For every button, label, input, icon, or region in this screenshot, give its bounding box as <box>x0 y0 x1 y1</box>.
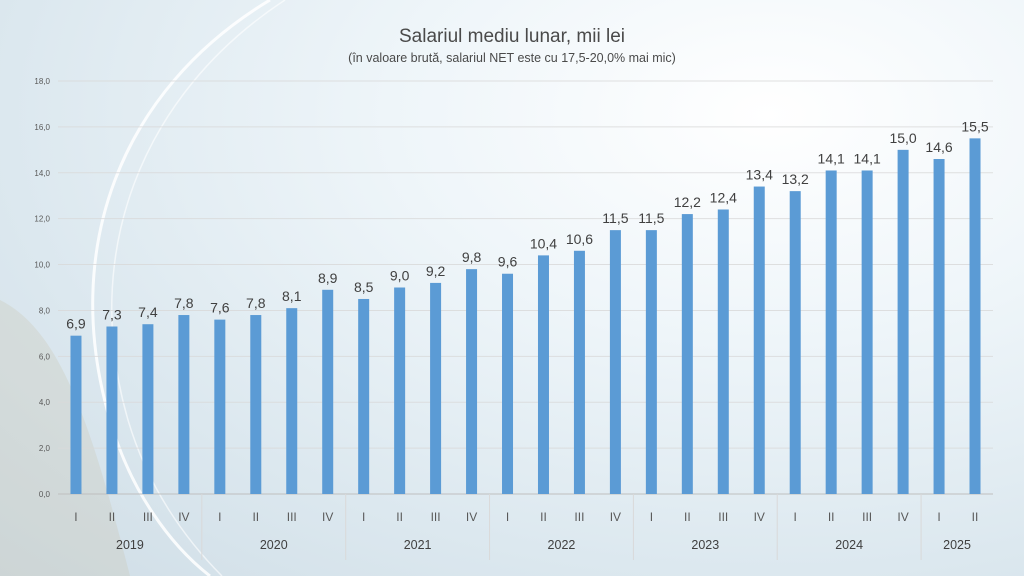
data-label: 9,0 <box>390 268 410 284</box>
data-label: 8,5 <box>354 279 374 295</box>
bar <box>250 315 262 494</box>
year-label: 2019 <box>116 538 144 552</box>
data-label: 7,4 <box>138 304 158 320</box>
bar <box>537 255 549 494</box>
bar <box>394 287 406 494</box>
bar <box>897 149 909 495</box>
x-tick-label: II <box>109 510 116 524</box>
data-label: 9,6 <box>498 254 518 270</box>
x-tick-label: I <box>794 510 797 524</box>
data-label: 14,1 <box>854 150 881 166</box>
x-tick-label: IV <box>322 510 333 524</box>
bar <box>645 230 657 494</box>
bar <box>106 326 118 494</box>
data-label: 11,5 <box>602 210 628 226</box>
year-label: 2023 <box>691 538 719 552</box>
y-tick-label: 16,0 <box>34 123 50 132</box>
y-tick-label: 4,0 <box>39 398 51 407</box>
x-tick-label: III <box>574 510 584 524</box>
y-tick-label: 12,0 <box>34 215 50 224</box>
x-tick-label: I <box>218 510 221 524</box>
x-tick-label: II <box>684 510 691 524</box>
x-tick-label: II <box>396 510 403 524</box>
chart-subtitle: (în valoare brută, salariul NET este cu … <box>348 51 676 65</box>
x-tick-label: II <box>972 510 979 524</box>
data-label: 8,9 <box>318 270 338 286</box>
x-tick-label: IV <box>178 510 189 524</box>
x-tick-label: IV <box>466 510 477 524</box>
data-label: 7,3 <box>102 307 122 323</box>
bar <box>502 273 514 494</box>
x-tick-label: III <box>718 510 728 524</box>
bar <box>717 209 729 494</box>
y-tick-label: 6,0 <box>39 352 51 361</box>
bar <box>609 230 621 494</box>
data-label: 13,2 <box>782 171 809 187</box>
data-label: 7,8 <box>246 295 266 311</box>
data-label: 10,6 <box>566 231 593 247</box>
data-label: 7,6 <box>210 300 230 316</box>
data-label: 8,1 <box>282 288 302 304</box>
data-label: 12,2 <box>674 194 701 210</box>
data-label: 7,8 <box>174 295 194 311</box>
bar <box>933 159 945 494</box>
year-label: 2021 <box>404 538 432 552</box>
bar <box>178 315 190 494</box>
data-label: 14,6 <box>925 139 952 155</box>
x-tick-label: III <box>862 510 872 524</box>
x-tick-label: II <box>540 510 547 524</box>
chart-title: Salariul mediu lunar, mii lei <box>399 26 625 47</box>
data-label: 14,1 <box>818 150 845 166</box>
x-tick-label: IV <box>754 510 765 524</box>
year-label: 2025 <box>943 538 971 552</box>
bar <box>322 289 334 494</box>
data-label: 15,0 <box>889 130 916 146</box>
data-label: 12,4 <box>710 189 737 205</box>
year-label: 2024 <box>835 538 863 552</box>
x-tick-label: III <box>431 510 441 524</box>
bar <box>789 191 801 494</box>
bar <box>70 335 82 494</box>
x-tick-label: I <box>650 510 653 524</box>
data-label: 9,8 <box>462 249 482 265</box>
x-tick-label: II <box>252 510 259 524</box>
x-tick-label: III <box>143 510 153 524</box>
bar <box>969 138 981 494</box>
bar <box>466 269 478 494</box>
x-tick-label: II <box>828 510 835 524</box>
x-tick-label: IV <box>897 510 908 524</box>
x-tick-label: I <box>506 510 509 524</box>
data-label: 13,4 <box>746 167 773 183</box>
bar <box>861 170 873 494</box>
x-tick-label: I <box>362 510 365 524</box>
data-label: 10,4 <box>530 235 557 251</box>
data-label: 11,5 <box>638 210 664 226</box>
y-tick-label: 8,0 <box>39 306 51 315</box>
bar <box>681 214 693 495</box>
bar <box>753 186 765 495</box>
bar <box>286 308 298 494</box>
data-label: 15,5 <box>961 118 988 134</box>
x-tick-label: IV <box>610 510 621 524</box>
y-tick-label: 14,0 <box>34 169 50 178</box>
bar <box>214 319 226 494</box>
data-label: 9,2 <box>426 263 446 279</box>
x-tick-label: I <box>937 510 940 524</box>
y-tick-label: 2,0 <box>39 444 51 453</box>
data-label: 6,9 <box>66 316 86 332</box>
y-tick-label: 0,0 <box>39 490 51 499</box>
bar <box>573 250 585 494</box>
year-label: 2022 <box>548 538 576 552</box>
year-label: 2020 <box>260 538 288 552</box>
y-tick-label: 18,0 <box>34 77 50 86</box>
bar <box>825 170 837 494</box>
bar <box>142 324 154 494</box>
x-tick-label: I <box>74 510 77 524</box>
bar <box>430 282 442 494</box>
x-tick-label: III <box>287 510 297 524</box>
y-tick-label: 10,0 <box>34 261 50 270</box>
bar <box>358 298 370 494</box>
